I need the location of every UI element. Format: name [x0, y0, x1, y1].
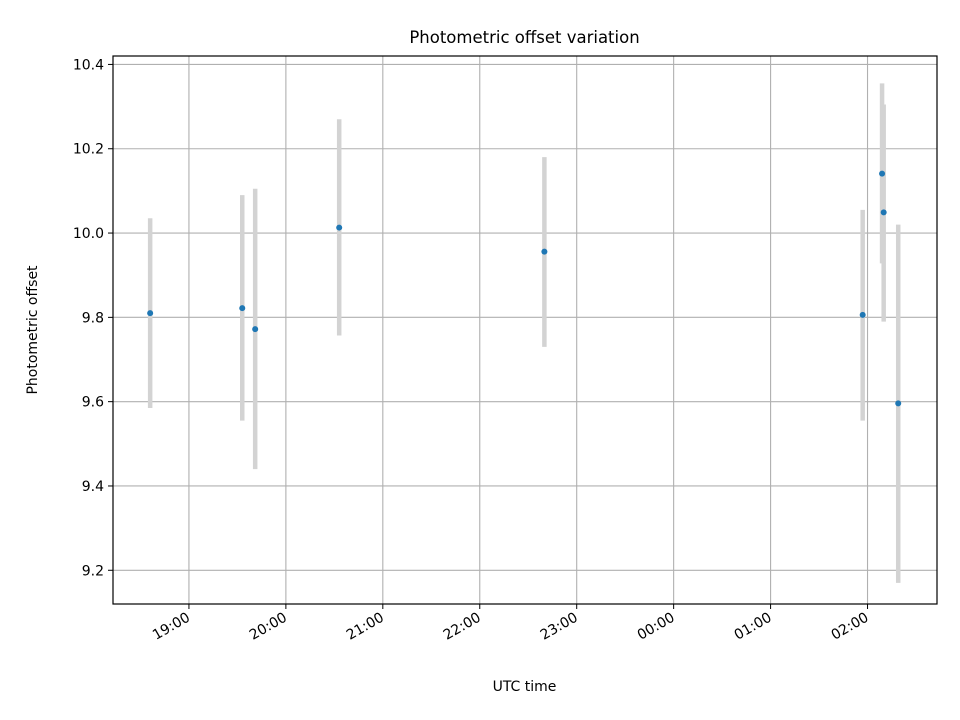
- plot-frame: [112, 55, 938, 605]
- y-tick-label: 9.4: [82, 479, 104, 495]
- y-tick-label: 9.2: [82, 563, 104, 579]
- data-point: [336, 224, 343, 231]
- data-point: [895, 400, 902, 407]
- grid: [113, 56, 937, 604]
- y-tick-label: 9.8: [82, 310, 104, 326]
- data-point: [880, 209, 887, 216]
- chart-title: Photometric offset variation: [409, 28, 639, 47]
- y-tick-label: 10.2: [73, 142, 104, 158]
- x-axis-label: UTC time: [493, 679, 557, 695]
- data-point: [239, 305, 246, 312]
- y-tick-label: 10.4: [73, 57, 104, 73]
- y-tick-label: 10.0: [73, 226, 104, 242]
- data-point: [252, 326, 259, 333]
- data-points: [147, 170, 902, 407]
- data-point: [879, 170, 886, 177]
- y-axis-label: Photometric offset: [25, 265, 41, 395]
- data-point: [541, 248, 548, 255]
- data-point: [147, 310, 154, 317]
- y-axis-ticks: 9.2 9.4 9.6 9.8 10.0 10.2 10.4: [73, 57, 113, 579]
- data-point: [859, 311, 866, 318]
- y-tick-label: 9.6: [82, 395, 104, 411]
